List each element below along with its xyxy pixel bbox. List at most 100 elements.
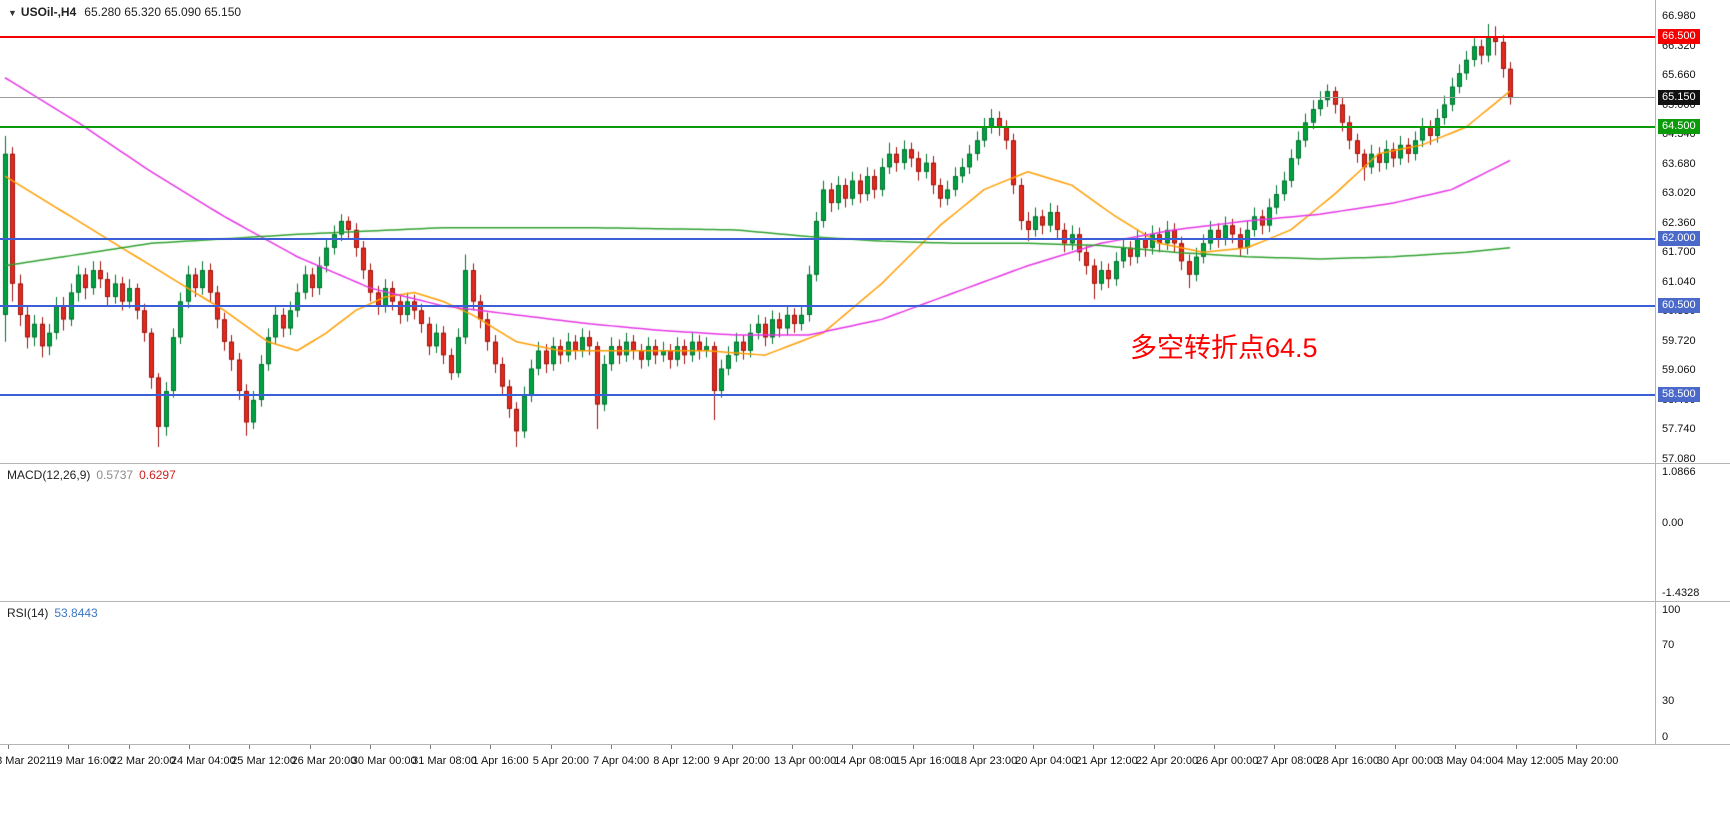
price-axis-label: 62.360 [1662, 216, 1696, 229]
hline-58.500[interactable] [0, 394, 1655, 397]
macd-axis-label: 0.00 [1662, 517, 1684, 530]
time-axis-tick [430, 745, 432, 749]
time-axis-label: 18 Mar 2021 [0, 755, 52, 767]
price-axis-label: 57.740 [1662, 423, 1696, 436]
time-axis-label: 24 Mar 04:00 [170, 755, 236, 767]
macd-name: MACD(12,26,9) [7, 468, 91, 482]
time-axis-label: 27 Apr 08:00 [1256, 755, 1319, 767]
time-axis-tick [1515, 745, 1517, 749]
time-axis-tick [369, 745, 371, 749]
time-axis-tick [852, 745, 854, 749]
price-axis-label: 59.060 [1662, 364, 1696, 377]
rsi-axis-label: 70 [1662, 638, 1675, 651]
price-tag-66.500: 66.500 [1658, 29, 1700, 45]
time-axis-tick [1274, 745, 1276, 749]
hline-62.000[interactable] [0, 237, 1655, 240]
time-axis-tick [68, 745, 70, 749]
time-axis-label: 30 Mar 00:00 [351, 755, 417, 767]
time-axis-label: 21 Apr 12:00 [1075, 755, 1138, 767]
price-tag-65.150: 65.150 [1658, 89, 1700, 105]
price-axis-label: 65.660 [1662, 69, 1696, 82]
price-tag-62.000: 62.000 [1658, 230, 1700, 246]
price-tag-64.500: 64.500 [1658, 118, 1700, 134]
time-axis-tick [309, 745, 311, 749]
time-axis-tick [1455, 745, 1457, 749]
time-axis-tick [912, 745, 914, 749]
price-axis-label: 57.080 [1662, 453, 1696, 465]
time-axis-label: 20 Apr 04:00 [1015, 755, 1078, 767]
symbol-header: ▼ USOil-,H4 65.280 65.320 65.090 65.150 [8, 5, 241, 19]
time-axis-tick [188, 745, 190, 749]
time-axis-tick [731, 745, 733, 749]
time-axis-tick [1394, 745, 1396, 749]
rsi-value: 53.8443 [54, 606, 98, 620]
time-axis-tick [972, 745, 974, 749]
time-axis-label: 14 Apr 08:00 [834, 755, 897, 767]
time-axis-tick [1093, 745, 1095, 749]
rsi-axis-label: 0 [1662, 731, 1669, 743]
price-axis-separator [1655, 0, 1656, 745]
time-axis-label: 26 Apr 00:00 [1196, 755, 1259, 767]
time-axis-label: 28 Apr 16:00 [1316, 755, 1379, 767]
time-axis-label: 22 Apr 20:00 [1135, 755, 1199, 767]
hline-60.500[interactable] [0, 304, 1655, 307]
price-axis-label: 66.980 [1662, 10, 1696, 22]
panel-separator-main-macd[interactable] [0, 463, 1730, 464]
rsi-axis-label: 100 [1662, 604, 1681, 616]
price-axis-label: 61.700 [1662, 246, 1696, 259]
time-axis-tick [1214, 745, 1215, 749]
time-axis-label: 4 May 12:00 [1497, 755, 1559, 767]
time-axis-tick [671, 745, 673, 749]
time-axis-label: 3 May 04:00 [1437, 755, 1498, 767]
time-axis-tick [550, 745, 552, 749]
rsi-axis-label: 30 [1662, 695, 1675, 708]
rsi-label: RSI(14) 53.8443 [7, 606, 98, 620]
time-axis-label: 13 Apr 00:00 [773, 755, 837, 767]
chart-annotation-text[interactable]: 多空转折点64.5 [1130, 333, 1318, 363]
time-axis-label: 22 Mar 20:00 [110, 755, 176, 767]
macd-main-value: 0.5737 [96, 468, 134, 482]
panel-separator-macd-rsi[interactable] [0, 601, 1730, 602]
time-axis-label: 26 Mar 20:00 [291, 755, 357, 767]
price-axis-label: 61.040 [1662, 275, 1696, 288]
time-axis-tick [8, 745, 9, 749]
macd-axis-label: -1.4328 [1662, 587, 1700, 599]
time-axis-tick [1033, 745, 1035, 749]
time-axis-label: 5 Apr 20:00 [532, 755, 589, 767]
main-chart-panel[interactable]: 多空转折点64.5 [0, 0, 1655, 463]
hline-65.150[interactable] [0, 97, 1655, 99]
chart-menu-icon[interactable]: ▼ [8, 8, 17, 18]
price-axis: 66.500 65.150 64.500 62.000 60.500 58.500 66.9… [1656, 0, 1730, 745]
rsi-panel[interactable]: RSI(14) 53.8443 [0, 602, 1655, 744]
time-axis-tick [249, 745, 251, 749]
time-axis-tick [791, 745, 793, 749]
price-axis-label: 59.720 [1662, 334, 1696, 347]
time-axis-label: 1 Apr 16:00 [472, 755, 529, 767]
rsi-name: RSI(14) [7, 606, 49, 620]
candlestick-chart-canvas[interactable] [0, 0, 1655, 463]
time-axis-label: 9 Apr 20:00 [713, 755, 770, 767]
time-axis-tick [1575, 745, 1577, 749]
macd-signal-value: 0.6297 [139, 468, 176, 482]
time-axis-label: 8 Apr 12:00 [653, 755, 710, 767]
time-axis-tick [1334, 745, 1336, 749]
ohlc-readout: 65.280 65.320 65.090 65.150 [84, 5, 242, 19]
hline-66.500[interactable] [0, 36, 1655, 39]
symbol-title: USOil-,H4 [20, 5, 77, 19]
macd-label: MACD(12,26,9) 0.5737 0.6297 [7, 468, 176, 482]
time-axis-label: 31 Mar 08:00 [412, 755, 477, 767]
hline-64.500[interactable] [0, 125, 1655, 128]
price-axis-label: 63.680 [1662, 157, 1696, 170]
time-axis-label: 15 Apr 16:00 [894, 755, 957, 767]
time-axis-label: 5 May 20:00 [1557, 755, 1619, 767]
price-axis-label: 63.020 [1662, 187, 1696, 200]
macd-panel[interactable]: MACD(12,26,9) 0.5737 0.6297 [0, 464, 1655, 601]
time-axis-label: 30 Apr 00:00 [1376, 755, 1440, 767]
panel-separator-rsi-time[interactable] [0, 744, 1730, 745]
macd-axis-label: 1.0866 [1662, 466, 1696, 478]
time-axis-tick [490, 745, 492, 749]
time-axis-tick [128, 745, 130, 749]
time-axis-tick [611, 745, 612, 749]
